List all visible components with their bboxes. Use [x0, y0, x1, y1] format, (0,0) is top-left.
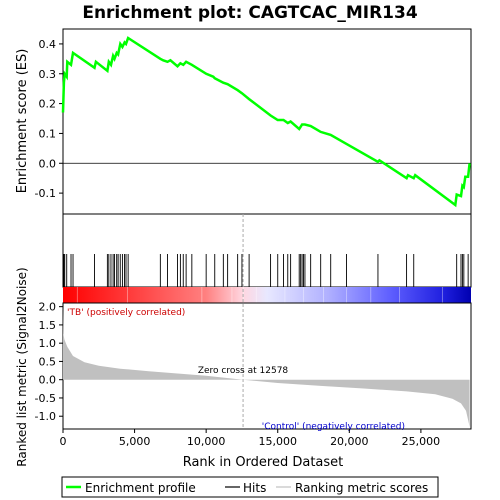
metric-y-tick-label: 1.0 [39, 337, 57, 350]
metric-y-tick-label: -0.5 [35, 392, 56, 405]
positive-class-label: 'TB' (positively correlated) [67, 308, 185, 318]
x-tick-label: 15,000 [258, 435, 297, 448]
es-y-tick-label: 0.4 [39, 38, 57, 51]
metric-y-tick-label: 0.0 [39, 374, 57, 387]
zero-cross-label: Zero cross at 12578 [198, 366, 289, 376]
es-y-tick-label: -0.1 [35, 187, 56, 200]
es-y-tick-label: 0.1 [39, 127, 57, 140]
metric-y-tick-label: 1.5 [39, 319, 57, 332]
es-axis-label: Enrichment score (ES) [15, 49, 30, 194]
x-tick-label: 5,000 [119, 435, 151, 448]
metric-y-tick-label: -1.0 [35, 410, 56, 423]
es-profile-line [61, 36, 471, 208]
es-y-tick-label: 0.0 [39, 157, 57, 170]
es-panel-frame [62, 28, 472, 215]
x-axis-label: Rank in Ordered Dataset [183, 455, 344, 470]
metric-y-tick-label: 0.5 [39, 355, 57, 368]
hits-panel-frame [62, 213, 472, 288]
x-tick-label: 20,000 [330, 435, 369, 448]
es-y-tick-label: 0.2 [39, 98, 57, 111]
chart-title: Enrichment plot: CAGTCAC_MIR134 [82, 3, 417, 23]
metric-axis-label: Ranked list metric (Signal2Noise) [15, 267, 29, 466]
legend-metric-label: Ranking metric scores [295, 481, 428, 495]
es-y-tick-label: 0.3 [39, 68, 57, 81]
x-tick-label: 10,000 [187, 435, 226, 448]
legend-box [61, 476, 439, 498]
legend-es-label: Enrichment profile [85, 481, 196, 495]
x-tick-label: 25,000 [402, 435, 441, 448]
legend-hits-label: Hits [243, 481, 266, 495]
negative-class-label: 'Control' (negatively correlated) [262, 422, 405, 432]
x-tick-label: 0 [60, 435, 67, 448]
rank-color-bar [63, 287, 471, 303]
metric-panel-frame [62, 302, 472, 430]
metric-y-tick-label: 2.0 [39, 301, 57, 314]
